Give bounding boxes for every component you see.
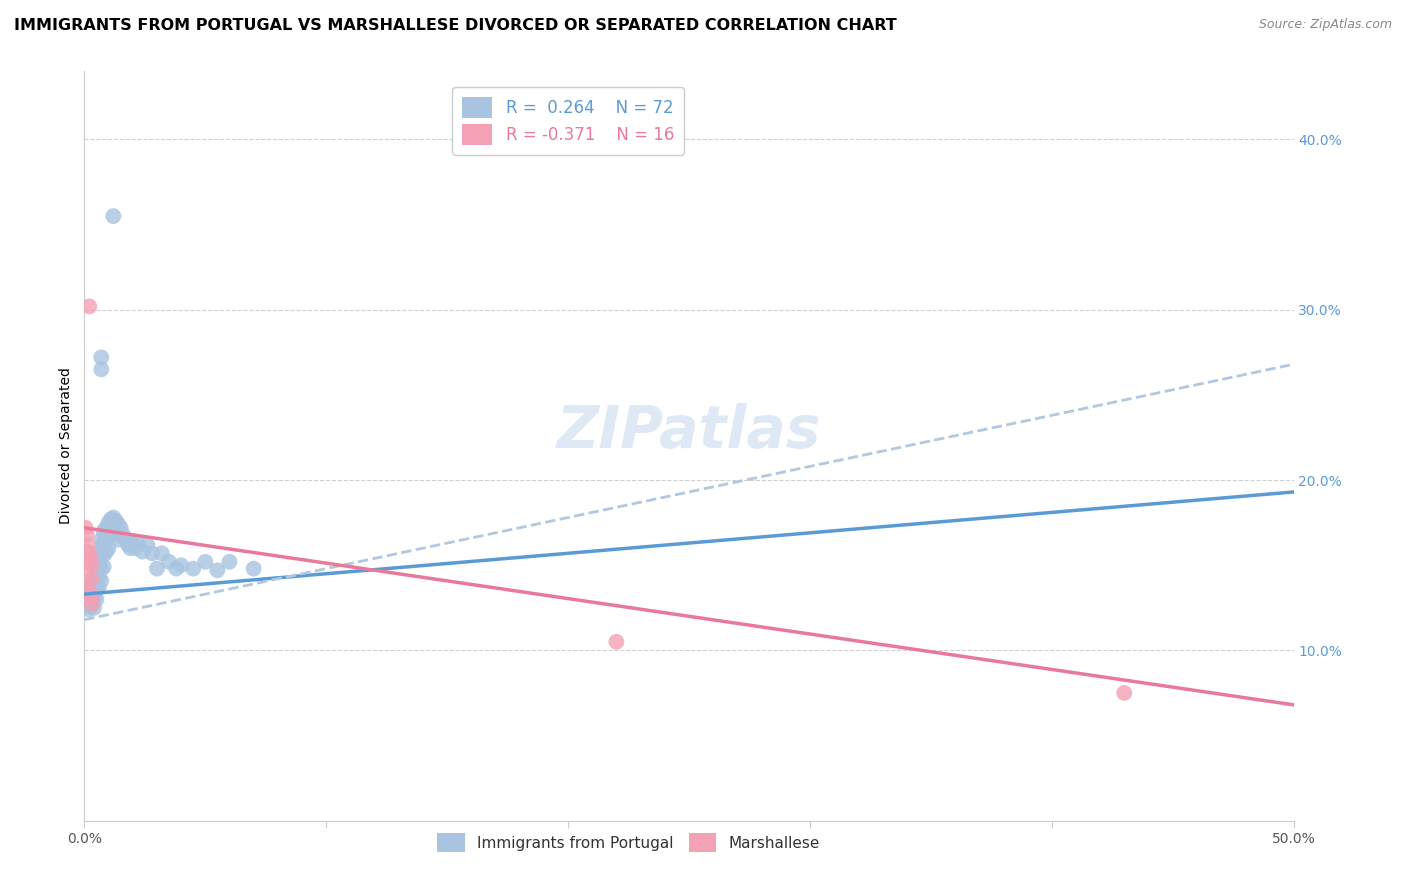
Point	[83, 579, 105, 593]
Point	[170, 558, 193, 573]
Legend: Immigrants from Portugal, Marshallese: Immigrants from Portugal, Marshallese	[432, 827, 825, 858]
Point	[77, 599, 100, 613]
Point	[117, 538, 139, 552]
Point	[77, 589, 100, 603]
Point	[76, 583, 98, 598]
Point	[83, 591, 105, 605]
Point	[146, 561, 169, 575]
Point	[127, 536, 149, 550]
Point	[80, 587, 103, 601]
Point	[94, 533, 117, 547]
Point	[87, 580, 110, 594]
Point	[76, 561, 98, 575]
Point	[77, 299, 100, 313]
Point	[110, 521, 132, 535]
Point	[103, 524, 125, 538]
Point	[94, 521, 117, 535]
Point	[97, 516, 120, 530]
Point	[77, 596, 100, 610]
Point	[77, 549, 100, 564]
Point	[104, 514, 127, 528]
Point	[87, 558, 110, 573]
Point	[218, 555, 240, 569]
Point	[181, 561, 204, 575]
Point	[100, 524, 122, 538]
Point	[77, 602, 100, 616]
Point	[124, 541, 146, 556]
Point	[93, 548, 115, 562]
Point	[141, 546, 163, 560]
Text: ZIPatlas: ZIPatlas	[557, 402, 821, 459]
Point	[79, 582, 101, 596]
Point	[90, 351, 112, 365]
Point	[107, 533, 129, 547]
Point	[84, 572, 107, 586]
Point	[94, 544, 117, 558]
Point	[90, 362, 112, 376]
Point	[76, 596, 98, 610]
Point	[80, 558, 103, 573]
Point	[90, 561, 112, 575]
Point	[100, 512, 122, 526]
Point	[120, 541, 142, 556]
Point	[80, 575, 103, 590]
Point	[93, 560, 115, 574]
Point	[77, 592, 100, 607]
Point	[75, 592, 97, 607]
Point	[107, 517, 129, 532]
Point	[93, 524, 115, 538]
Point	[103, 510, 125, 524]
Point	[242, 561, 264, 575]
Point	[86, 582, 108, 596]
Point	[136, 538, 159, 552]
Point	[82, 589, 104, 603]
Point	[86, 570, 108, 584]
Point	[157, 555, 180, 569]
Point	[86, 592, 108, 607]
Point	[114, 533, 136, 547]
Point	[87, 544, 110, 558]
Point	[97, 527, 120, 541]
Point	[131, 544, 153, 558]
Point	[75, 521, 97, 535]
Point	[97, 541, 120, 556]
Point	[104, 527, 127, 541]
Point	[150, 546, 173, 560]
Point	[80, 598, 103, 612]
Point	[80, 589, 103, 603]
Point	[77, 589, 100, 603]
Point	[80, 598, 103, 612]
Point	[112, 527, 135, 541]
Point	[605, 635, 627, 649]
Point	[83, 600, 105, 615]
Point	[121, 536, 143, 550]
Point	[207, 563, 229, 577]
Point	[86, 558, 108, 573]
Point	[93, 536, 115, 550]
Point	[165, 561, 187, 575]
Text: Source: ZipAtlas.com: Source: ZipAtlas.com	[1258, 18, 1392, 31]
Point	[90, 533, 112, 547]
Point	[1114, 686, 1136, 700]
Y-axis label: Divorced or Separated: Divorced or Separated	[59, 368, 73, 524]
Point	[76, 527, 98, 541]
Point	[77, 538, 100, 552]
Point	[194, 555, 217, 569]
Point	[87, 570, 110, 584]
Point	[90, 546, 112, 560]
Point	[80, 572, 103, 586]
Point	[75, 589, 97, 603]
Point	[76, 544, 98, 558]
Text: IMMIGRANTS FROM PORTUGAL VS MARSHALLESE DIVORCED OR SEPARATED CORRELATION CHART: IMMIGRANTS FROM PORTUGAL VS MARSHALLESE …	[14, 18, 897, 33]
Point	[76, 579, 98, 593]
Point	[103, 209, 125, 223]
Point	[90, 574, 112, 588]
Point	[79, 549, 101, 564]
